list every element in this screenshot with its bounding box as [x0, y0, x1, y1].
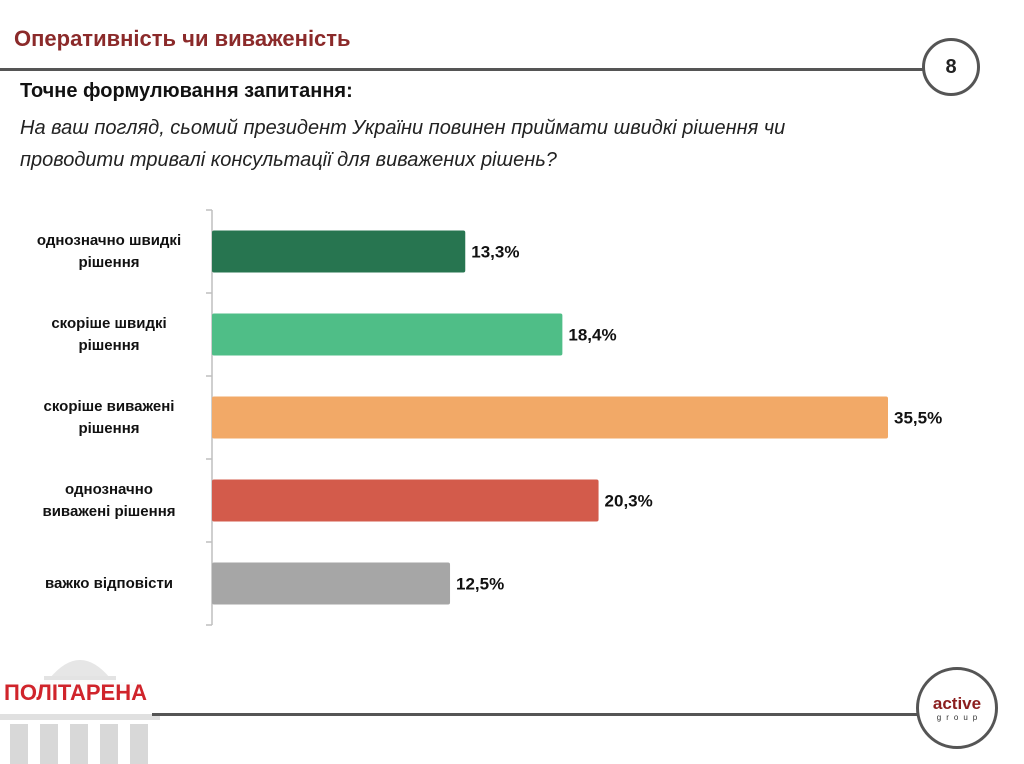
question-heading: Точне формулювання запитання: [20, 80, 353, 102]
column-5 [130, 724, 148, 764]
category-label-line: скоріше швидкі [51, 314, 167, 332]
category-label-3: скоріше виважені рішення [14, 396, 204, 440]
bar-4 [212, 479, 599, 522]
slide-title: Оперативність чи виваженість [14, 26, 351, 51]
category-label-line: рішення [78, 336, 140, 354]
column-4 [100, 724, 118, 764]
dome-base [44, 676, 116, 682]
data-label-5: 12,5% [456, 575, 504, 594]
category-label-line: скоріше виважені [43, 397, 175, 415]
bar-5 [212, 562, 451, 605]
category-label-5: важко відповісти [14, 573, 204, 595]
politarena-brand: ПОЛІТАРЕНА [4, 680, 147, 706]
category-label-line: виважені рішення [42, 502, 176, 520]
bar-3 [212, 396, 888, 439]
column-2 [40, 724, 58, 764]
group-brand-text: group [936, 712, 983, 722]
column-1 [10, 724, 28, 764]
data-label-2: 18,4% [568, 326, 616, 345]
question-line-2: проводити тривалі консультації для виваж… [20, 149, 557, 171]
data-label-3: 35,5% [894, 409, 942, 428]
question-text: На ваш погляд, сьомий президент України … [20, 112, 920, 176]
bar-2 [212, 313, 563, 356]
category-label-2: скоріше швидкі рішення [14, 313, 204, 357]
data-label-1: 13,3% [471, 243, 519, 262]
data-label-4: 20,3% [605, 492, 653, 511]
category-label-line: рішення [78, 419, 140, 437]
active-group-logo: active group [916, 667, 998, 749]
building-roofline [0, 714, 160, 720]
dome-shape [50, 660, 110, 678]
page-number: 8 [922, 38, 980, 96]
category-label-4: однозначно виважені рішення [14, 479, 204, 523]
top-divider [0, 68, 924, 71]
category-label-line: важко відповісти [44, 574, 174, 592]
category-label-line: однозначно [65, 480, 153, 498]
category-label-1: однозначно швидкі рішення [14, 230, 204, 274]
column-3 [70, 724, 88, 764]
question-line-1: На ваш погляд, сьомий президент України … [20, 117, 786, 139]
bar-chart: 13,3% 18,4% 35,5% 20,3% 12,5% [206, 209, 942, 626]
bottom-divider [152, 713, 924, 716]
category-label-line: однозначно швидкі [36, 231, 182, 249]
active-brand-text: active [932, 693, 982, 713]
bar-1 [212, 230, 466, 273]
category-label-line: рішення [78, 253, 140, 271]
